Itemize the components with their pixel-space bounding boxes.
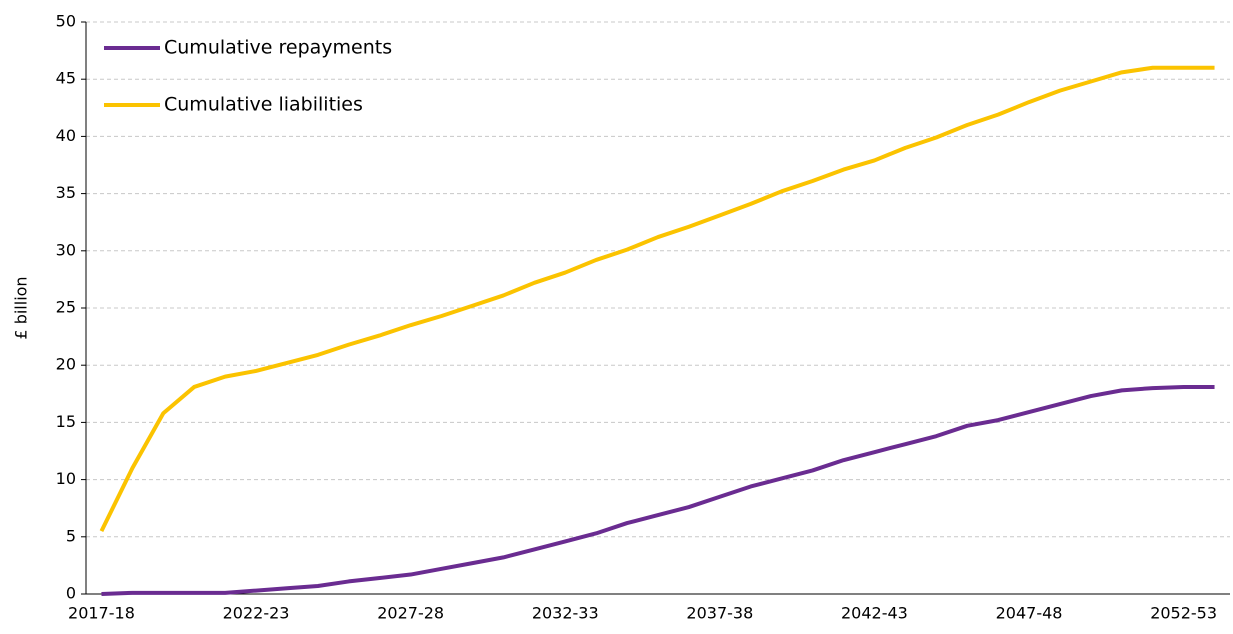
y-tick-label: 50 [56,12,76,31]
x-tick-label: 2047-48 [996,604,1063,623]
y-tick-label: 0 [66,584,76,603]
y-tick-label: 15 [56,412,76,431]
x-tick-label: 2022-23 [223,604,290,623]
x-tick-label: 2017-18 [68,604,135,623]
y-axis-label: £ billion [12,276,31,339]
series-line [101,384,1215,596]
x-tick-label: 2032-33 [532,604,599,623]
y-tick-label: 35 [56,183,76,202]
x-tick-label: 2042-43 [841,604,908,623]
y-tick-label: 25 [56,298,76,317]
y-tick-label: 20 [56,355,76,374]
x-tick-label: 2037-38 [686,604,753,623]
y-tick-label: 45 [56,69,76,88]
y-tick-label: 5 [66,526,76,545]
legend-label: Cumulative repayments [164,37,392,59]
x-tick-label: 2027-28 [377,604,444,623]
legend-label: Cumulative liabilities [164,94,363,116]
series-line [99,65,1215,532]
y-tick-label: 10 [56,469,76,488]
y-tick-label: 40 [56,126,76,145]
x-tick-label: 2052-53 [1150,604,1217,623]
y-tick-label: 30 [56,240,76,259]
